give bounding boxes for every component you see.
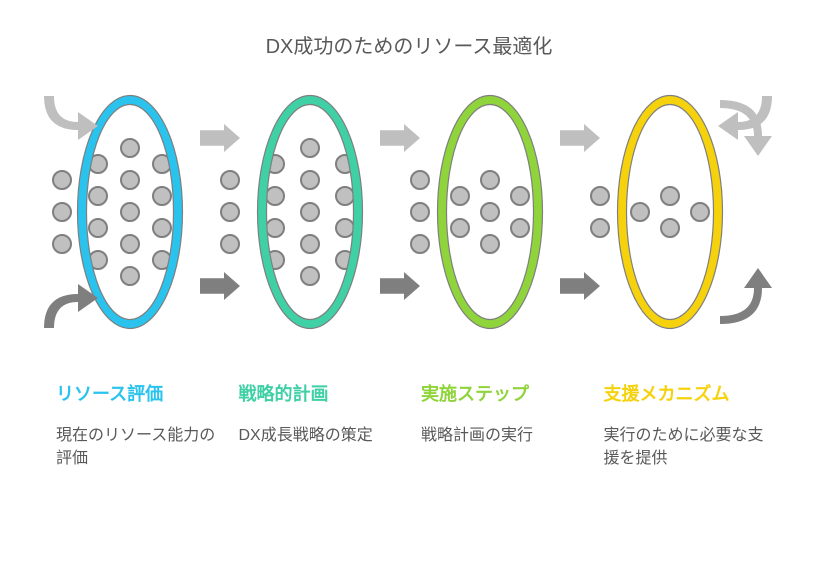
stage-col-4: 支援メカニズム 実行のために必要な支援を提供 [604, 380, 777, 470]
stage-desc: 実行のために必要な支援を提供 [604, 424, 777, 470]
stage-label: 実施ステップ [421, 380, 594, 406]
stage-label: 支援メカニズム [604, 380, 777, 406]
stage-desc: 戦略計画の実行 [421, 424, 594, 447]
diagram-canvas: DX成功のためのリソース最適化 リソース評価 現在のリソース能力の評価 戦略的計… [0, 0, 818, 566]
stage-desc: 現在のリソース能力の評価 [56, 424, 229, 470]
stage-columns: リソース評価 現在のリソース能力の評価 戦略的計画 DX成長戦略の策定 実施ステ… [56, 380, 776, 470]
stage-desc: DX成長戦略の策定 [239, 424, 412, 447]
stage-col-3: 実施ステップ 戦略計画の実行 [421, 380, 594, 470]
stage-col-2: 戦略的計画 DX成長戦略の策定 [239, 380, 412, 470]
stage-label: リソース評価 [56, 380, 229, 406]
stage-col-1: リソース評価 現在のリソース能力の評価 [56, 380, 229, 470]
diagram-svg [0, 0, 818, 566]
stage-label: 戦略的計画 [239, 380, 412, 406]
